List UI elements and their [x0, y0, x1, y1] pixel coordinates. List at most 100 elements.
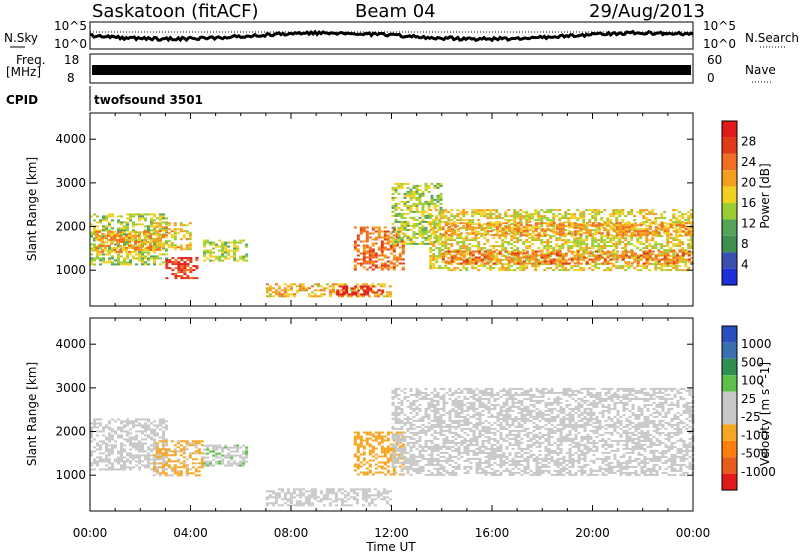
heatmap-cell [162, 420, 165, 422]
heatmap-cell [341, 492, 344, 494]
heatmap-cell [93, 462, 96, 464]
heatmap-cell [162, 430, 165, 432]
heatmap-cell [332, 488, 335, 490]
heatmap-cell [174, 275, 177, 277]
heatmap-cell [573, 243, 576, 245]
heatmap-cell [546, 251, 549, 253]
heatmap-cell [392, 215, 395, 217]
heatmap-cell [105, 424, 108, 426]
heatmap-cell [598, 222, 601, 224]
heatmap-cell [323, 289, 326, 291]
heatmap-cell [577, 224, 580, 226]
heatmap-cell [296, 504, 299, 506]
heatmap-cell [600, 247, 603, 249]
heatmap-cell [245, 244, 248, 246]
heatmap-cell [616, 257, 619, 259]
heatmap-cell [99, 456, 102, 458]
heatmap-cell [162, 434, 165, 436]
heatmap-cell [555, 243, 558, 245]
heatmap-cell [543, 247, 546, 249]
heatmap-cell [535, 259, 538, 261]
heatmap-cell [454, 224, 457, 226]
heatmap-cell [474, 245, 477, 247]
heatmap-cell [549, 247, 552, 249]
heatmap-cell [162, 472, 165, 474]
heatmap-cell [547, 255, 550, 257]
heatmap-cell [378, 436, 381, 438]
heatmap-cell [171, 460, 174, 462]
heatmap-cell [186, 442, 189, 444]
heatmap-cell [215, 447, 218, 449]
heatmap-cell [437, 201, 440, 203]
heatmap-cell [664, 253, 667, 255]
heatmap-cell [147, 424, 150, 426]
heatmap-cell [413, 454, 416, 456]
heatmap-cell [96, 418, 99, 420]
heatmap-cell [390, 253, 393, 255]
heatmap-cell [489, 215, 492, 217]
heatmap-cell [579, 217, 582, 219]
heatmap-cell [618, 265, 621, 267]
heatmap-cell [338, 283, 341, 285]
heatmap-cell [126, 229, 129, 231]
heatmap-cell [437, 205, 440, 207]
heatmap-cell [123, 257, 126, 259]
heatmap-cell [410, 402, 413, 404]
heatmap-cell [95, 239, 98, 241]
heatmap-cell [555, 239, 558, 241]
heatmap-cell [585, 243, 588, 245]
heatmap-cell [532, 232, 535, 234]
heatmap-cell [615, 217, 618, 219]
heatmap-cell [514, 224, 517, 226]
heatmap-cell [135, 223, 138, 225]
heatmap-cell [416, 203, 419, 205]
heatmap-cell [607, 232, 610, 234]
heatmap-cell [413, 197, 416, 199]
heatmap-cell [189, 267, 192, 269]
heatmap-cell [552, 235, 555, 237]
heatmap-cell [363, 290, 366, 292]
heatmap-cell [141, 446, 144, 448]
heatmap-cell [141, 426, 144, 428]
heatmap-cell [609, 219, 612, 221]
heatmap-cell [567, 241, 570, 243]
heatmap-cell [372, 269, 375, 271]
heatmap-cell [111, 438, 114, 440]
heatmap-cell [230, 242, 233, 244]
heatmap-cell [375, 257, 378, 259]
heatmap-cell [589, 234, 592, 236]
heatmap-cell [119, 235, 122, 237]
heatmap-cell [487, 222, 490, 224]
heatmap-cell [552, 213, 555, 215]
heatmap-cell [585, 209, 588, 211]
heatmap-cell [381, 259, 384, 261]
heatmap-cell [215, 258, 218, 260]
heatmap-cell [138, 424, 141, 426]
heatmap-cell [378, 255, 381, 257]
heatmap-cell [416, 406, 419, 408]
heatmap-cell [519, 239, 522, 241]
heatmap-cell [416, 442, 419, 444]
heatmap-cell [429, 229, 432, 231]
heatmap-cell [451, 230, 454, 232]
heatmap-cell [372, 446, 375, 448]
heatmap-cell [189, 444, 192, 446]
heatmap-cell [372, 286, 375, 288]
heatmap-cell [591, 243, 594, 245]
heatmap-cell [369, 460, 372, 462]
heatmap-cell [378, 249, 381, 251]
heatmap-cell [576, 269, 579, 271]
heatmap-cell [363, 286, 366, 288]
heatmap-cell [448, 226, 451, 228]
heatmap-cell [582, 269, 585, 271]
heatmap-cell [387, 237, 390, 239]
heatmap-cell [670, 259, 673, 261]
heatmap-cell [287, 490, 290, 492]
heatmap-cell [649, 226, 652, 228]
heatmap-cell [549, 267, 552, 269]
heatmap-cell [135, 446, 138, 448]
heatmap-cell [568, 263, 571, 265]
heatmap-cell [392, 197, 395, 199]
heatmap-cell [637, 224, 640, 226]
heatmap-cell [676, 253, 679, 255]
